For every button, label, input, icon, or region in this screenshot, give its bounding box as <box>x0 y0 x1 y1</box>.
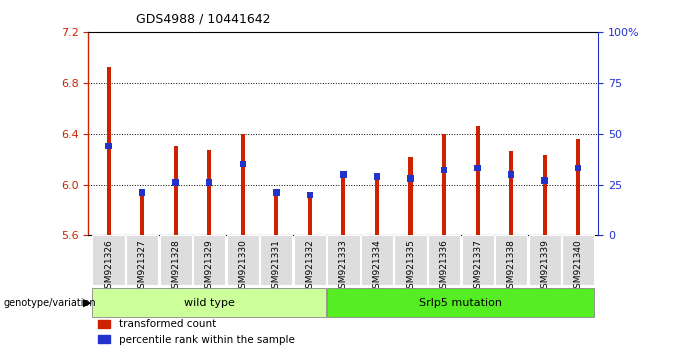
Text: GSM921334: GSM921334 <box>373 239 381 293</box>
Bar <box>576 139 580 235</box>
Text: GSM921336: GSM921336 <box>439 239 449 294</box>
Text: GSM921333: GSM921333 <box>339 239 348 294</box>
Bar <box>173 146 177 235</box>
Bar <box>428 235 460 285</box>
Bar <box>495 235 527 285</box>
Bar <box>441 167 447 173</box>
Text: ▶: ▶ <box>83 298 91 308</box>
Bar <box>374 173 380 179</box>
Bar <box>139 189 146 196</box>
Text: GSM921328: GSM921328 <box>171 239 180 293</box>
Bar <box>173 179 179 185</box>
Bar <box>528 235 561 285</box>
Bar <box>475 126 479 235</box>
Bar <box>407 175 413 182</box>
Bar <box>206 179 212 185</box>
Bar <box>327 288 594 317</box>
Bar <box>394 235 426 285</box>
Text: GSM921327: GSM921327 <box>137 239 147 293</box>
Text: GSM921340: GSM921340 <box>574 239 583 293</box>
Text: Srlp5 mutation: Srlp5 mutation <box>420 298 503 308</box>
Bar <box>475 165 481 171</box>
Bar <box>307 192 313 198</box>
Bar <box>140 193 144 235</box>
Text: GSM921337: GSM921337 <box>473 239 482 294</box>
Bar <box>273 189 279 196</box>
Bar <box>509 152 513 235</box>
Bar <box>92 288 326 317</box>
Bar <box>562 235 594 285</box>
Bar <box>107 68 111 235</box>
Text: GSM921326: GSM921326 <box>104 239 113 293</box>
Bar <box>543 155 547 235</box>
Text: GSM921332: GSM921332 <box>305 239 314 293</box>
Bar <box>508 171 514 177</box>
Bar <box>575 165 581 171</box>
Bar <box>92 235 124 285</box>
Bar <box>541 177 548 184</box>
Bar <box>294 235 326 285</box>
Bar <box>341 176 345 235</box>
Text: wild type: wild type <box>184 298 235 308</box>
Text: GSM921329: GSM921329 <box>205 239 214 293</box>
Bar <box>361 235 393 285</box>
Text: GSM921339: GSM921339 <box>540 239 549 294</box>
Bar <box>442 133 446 235</box>
Bar <box>308 193 312 235</box>
Text: GSM921338: GSM921338 <box>507 239 515 294</box>
Bar <box>327 235 360 285</box>
Bar <box>462 235 494 285</box>
Legend: transformed count, percentile rank within the sample: transformed count, percentile rank withi… <box>94 315 299 349</box>
Bar <box>239 161 246 167</box>
Bar <box>226 235 259 285</box>
Bar <box>274 193 278 235</box>
Bar <box>193 235 225 285</box>
Bar <box>340 171 347 177</box>
Text: GDS4988 / 10441642: GDS4988 / 10441642 <box>136 12 271 25</box>
Bar <box>160 235 192 285</box>
Bar <box>375 174 379 235</box>
Text: GSM921330: GSM921330 <box>238 239 248 294</box>
Bar <box>409 156 413 235</box>
Bar <box>105 143 112 149</box>
Text: GSM921331: GSM921331 <box>272 239 281 294</box>
Text: genotype/variation: genotype/variation <box>3 298 96 308</box>
Bar <box>260 235 292 285</box>
Bar <box>207 150 211 235</box>
Bar <box>241 133 245 235</box>
Bar <box>126 235 158 285</box>
Text: GSM921335: GSM921335 <box>406 239 415 294</box>
